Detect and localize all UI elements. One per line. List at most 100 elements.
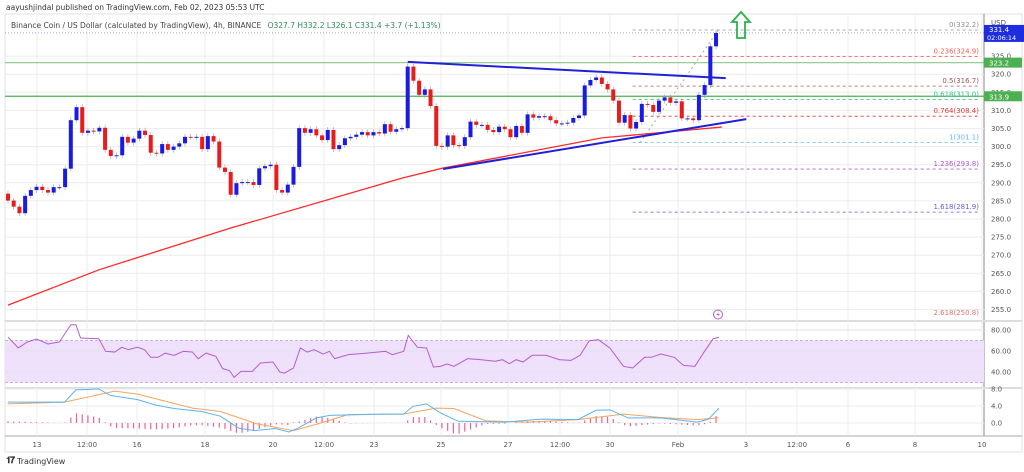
- candle-body: [588, 79, 593, 86]
- candle-body: [217, 141, 222, 168]
- ohlc-values: O327.7 H332.2 L326.1 C331.4 +3.7 (+1.13%…: [267, 21, 441, 30]
- candle-body: [40, 186, 45, 191]
- candle-body: [28, 190, 33, 196]
- price-axis-label: 300.0: [991, 143, 1011, 151]
- candle-body: [656, 100, 661, 112]
- fib-level-label: 1.618(281.9): [933, 203, 979, 211]
- horizontal-level-label: 323.2: [989, 60, 1009, 68]
- candle-body: [251, 182, 256, 185]
- candle-body: [594, 77, 599, 80]
- candle-body: [531, 114, 536, 118]
- candle-body: [468, 121, 473, 138]
- candle-body: [331, 129, 336, 150]
- candle-body: [360, 132, 365, 135]
- candle-body: [171, 146, 176, 150]
- tradingview-logo-icon: 𝟏𝟕: [6, 456, 15, 466]
- candle-body: [177, 143, 182, 147]
- candle-body: [582, 85, 587, 116]
- candle-body: [211, 136, 216, 142]
- candle-body: [183, 136, 188, 144]
- candle-body: [262, 166, 267, 169]
- candle-body: [622, 115, 627, 123]
- candle-body: [302, 128, 307, 133]
- candle-body: [691, 118, 696, 121]
- fib-level-label: 0.236(324.9): [933, 47, 979, 55]
- candle-body: [679, 101, 684, 119]
- candle-body: [342, 138, 347, 146]
- candle-body: [634, 121, 639, 129]
- candle-body: [474, 121, 479, 125]
- fib-level-label: 1.236(293.8): [933, 160, 979, 168]
- time-axis-label: 20: [269, 441, 278, 449]
- candle-body: [297, 128, 302, 167]
- candle-body: [74, 107, 79, 121]
- time-axis-label: 8: [913, 441, 917, 449]
- candle-body: [274, 164, 279, 191]
- candle-body: [428, 89, 433, 107]
- last-price-label: 331.4: [989, 26, 1010, 34]
- candle-body: [103, 127, 108, 150]
- time-axis-label: 30: [606, 441, 615, 449]
- candle-body: [668, 97, 673, 103]
- brand-name: TradingView: [17, 456, 66, 466]
- candle-body: [137, 130, 142, 139]
- candle-body: [645, 103, 650, 105]
- candle-body: [97, 127, 102, 132]
- rsi-line: [7, 324, 720, 379]
- candle-body: [525, 114, 530, 133]
- candle-body: [245, 182, 250, 184]
- candle-body: [445, 135, 450, 147]
- candle-body: [434, 106, 439, 146]
- fib-level-label: 0.764(308.4): [933, 107, 979, 115]
- candle-body: [405, 66, 410, 129]
- candle-body: [51, 187, 56, 193]
- candle-body: [702, 85, 707, 95]
- candle-body: [348, 136, 353, 139]
- price-axis-label: 310.0: [991, 107, 1011, 115]
- candle-body: [11, 200, 16, 207]
- candle-body: [628, 115, 633, 129]
- candle-body: [57, 187, 62, 189]
- fib-level-label: 0.5(316.7): [942, 77, 979, 85]
- candle-body: [514, 125, 519, 138]
- fib-level-label: 1(301.1): [949, 134, 979, 142]
- candle-body: [154, 152, 159, 154]
- price-axis-label: 295.0: [991, 161, 1011, 169]
- candle-body: [200, 136, 205, 150]
- candle-body: [554, 120, 559, 124]
- horizontal-level-label: 313.9: [989, 93, 1009, 101]
- lightning-icon: [713, 309, 723, 320]
- rsi-axis-label: 60.00: [991, 348, 1011, 356]
- rsi-axis-label: 80.00: [991, 327, 1011, 335]
- candle-body: [120, 136, 125, 156]
- horizontal-level-tag: [984, 91, 1022, 102]
- bar-countdown: 02:06:14: [987, 34, 1016, 42]
- candle-body: [114, 155, 119, 157]
- candle-body: [6, 193, 10, 201]
- candle-body: [371, 132, 376, 136]
- candle-body: [91, 130, 96, 132]
- candle-body: [285, 184, 290, 193]
- price-axis-label: 325.0: [991, 53, 1011, 61]
- candle-body: [639, 103, 644, 122]
- time-axis-label: 13: [33, 441, 42, 449]
- candle-body: [548, 116, 553, 121]
- candle-body: [382, 124, 387, 134]
- price-axis-label: 275.0: [991, 234, 1011, 242]
- candle-body: [599, 77, 604, 84]
- candle-body: [68, 120, 73, 169]
- time-axis-label: 12:00: [550, 441, 570, 449]
- symbol-legend: Binance Coin / US Dollar (calculated by …: [11, 21, 441, 30]
- time-axis-label: 25: [437, 441, 446, 449]
- candle-body: [502, 126, 507, 130]
- rsi-axis-label: 40.00: [991, 369, 1011, 377]
- time-axis-label: 10: [978, 441, 987, 449]
- macd-axis-label: 4.0: [991, 403, 1002, 411]
- candle-body: [542, 116, 547, 118]
- candle-body: [337, 145, 342, 150]
- time-axis-label: 18: [201, 441, 210, 449]
- candle-body: [143, 130, 148, 136]
- candle-body: [519, 125, 524, 133]
- candle-body: [148, 135, 153, 153]
